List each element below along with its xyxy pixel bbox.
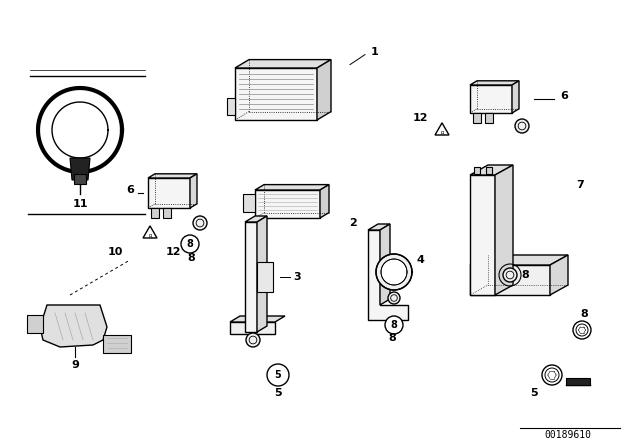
- Circle shape: [381, 259, 407, 285]
- Polygon shape: [255, 185, 329, 190]
- Text: 11: 11: [72, 199, 88, 209]
- Polygon shape: [143, 226, 157, 238]
- Polygon shape: [257, 262, 273, 292]
- Polygon shape: [230, 316, 285, 322]
- Polygon shape: [512, 81, 519, 113]
- Polygon shape: [470, 265, 550, 295]
- Polygon shape: [470, 175, 495, 295]
- Polygon shape: [235, 68, 317, 120]
- Polygon shape: [235, 60, 331, 68]
- Text: 5: 5: [530, 388, 538, 398]
- Text: 9: 9: [71, 360, 79, 370]
- Polygon shape: [70, 158, 90, 180]
- Polygon shape: [495, 165, 513, 295]
- Text: 8: 8: [521, 270, 529, 280]
- Polygon shape: [257, 216, 267, 332]
- Text: 1: 1: [371, 47, 379, 56]
- Text: 7: 7: [576, 180, 584, 190]
- Circle shape: [388, 292, 400, 304]
- Polygon shape: [243, 194, 255, 212]
- Text: 8: 8: [388, 333, 396, 343]
- Text: 4: 4: [416, 255, 424, 265]
- Text: 00189610: 00189610: [545, 430, 591, 440]
- Circle shape: [376, 254, 412, 290]
- Polygon shape: [245, 216, 267, 222]
- Polygon shape: [151, 208, 159, 218]
- Text: 8: 8: [187, 253, 195, 263]
- Polygon shape: [435, 123, 449, 135]
- Polygon shape: [474, 167, 480, 174]
- Polygon shape: [470, 255, 568, 265]
- Circle shape: [181, 235, 199, 253]
- Text: R: R: [440, 130, 444, 135]
- Polygon shape: [74, 174, 86, 184]
- Polygon shape: [566, 378, 590, 385]
- Text: 5: 5: [274, 388, 282, 398]
- Circle shape: [246, 333, 260, 347]
- Text: 5: 5: [275, 370, 282, 380]
- Polygon shape: [368, 230, 408, 320]
- Polygon shape: [255, 190, 320, 218]
- Polygon shape: [320, 185, 329, 218]
- Polygon shape: [40, 305, 107, 347]
- Text: 3: 3: [293, 272, 301, 282]
- Text: 6: 6: [126, 185, 134, 195]
- Text: 10: 10: [108, 247, 123, 257]
- Circle shape: [267, 364, 289, 386]
- Polygon shape: [148, 174, 197, 178]
- Text: 8: 8: [390, 320, 397, 330]
- Polygon shape: [245, 222, 257, 332]
- Circle shape: [542, 365, 562, 385]
- Text: 12: 12: [165, 247, 180, 257]
- Polygon shape: [227, 98, 235, 115]
- Circle shape: [503, 268, 517, 282]
- Circle shape: [385, 316, 403, 334]
- Text: 2: 2: [349, 218, 357, 228]
- Polygon shape: [470, 81, 519, 85]
- Polygon shape: [470, 165, 513, 175]
- Text: 6: 6: [560, 91, 568, 101]
- Polygon shape: [317, 60, 331, 120]
- Polygon shape: [486, 167, 492, 174]
- Polygon shape: [230, 322, 275, 334]
- Polygon shape: [470, 85, 512, 113]
- Polygon shape: [148, 178, 190, 208]
- Polygon shape: [485, 113, 493, 123]
- Circle shape: [193, 216, 207, 230]
- Circle shape: [515, 119, 529, 133]
- Polygon shape: [380, 224, 390, 305]
- Circle shape: [573, 321, 591, 339]
- Text: 12: 12: [412, 113, 428, 123]
- Text: 8: 8: [580, 309, 588, 319]
- Polygon shape: [103, 335, 131, 353]
- Polygon shape: [368, 224, 390, 230]
- Polygon shape: [190, 174, 197, 208]
- Text: 8: 8: [187, 239, 193, 249]
- Polygon shape: [27, 315, 43, 333]
- Polygon shape: [473, 113, 481, 123]
- Text: R: R: [148, 233, 152, 238]
- Polygon shape: [163, 208, 171, 218]
- Polygon shape: [550, 255, 568, 295]
